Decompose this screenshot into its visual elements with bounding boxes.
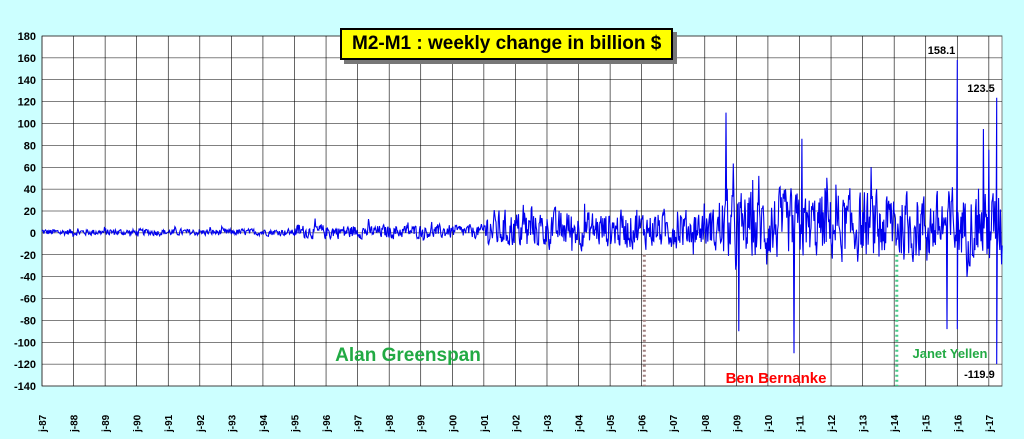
y-tick-label: -140	[14, 381, 36, 393]
chair-annotation: Janet Yellen	[913, 346, 988, 361]
y-tick-label: 40	[24, 184, 36, 196]
x-tick-label: j-95	[290, 414, 301, 433]
y-tick-label: -80	[20, 315, 36, 327]
y-tick-label: -100	[14, 337, 36, 349]
x-tick-label: j-15	[922, 414, 933, 433]
x-tick-label: j-02	[511, 414, 522, 433]
fed-chair-markers	[642, 254, 899, 386]
y-tick-label: 100	[18, 119, 36, 131]
x-tick-label: j-07	[669, 414, 680, 433]
x-tick-label: j-16	[953, 414, 964, 433]
x-tick-label: j-12	[827, 414, 838, 433]
x-tick-label: j-98	[385, 414, 396, 433]
y-tick-label: -60	[20, 294, 36, 306]
y-tick-label: 80	[24, 140, 36, 152]
x-tick-label: j-93	[227, 414, 238, 433]
y-tick-label: 20	[24, 206, 36, 218]
x-tick-label: j-00	[448, 414, 459, 433]
x-tick-label: j-10	[764, 414, 775, 433]
y-tick-label: 160	[18, 53, 36, 65]
y-tick-label: 60	[24, 162, 36, 174]
x-tick-label: j-14	[890, 414, 901, 433]
x-tick-label: j-92	[196, 414, 207, 433]
y-tick-label: -120	[14, 359, 36, 371]
x-tick-label: j-08	[701, 414, 712, 433]
chart-title: M2-M1 : weekly change in billion $	[340, 28, 674, 60]
y-tick-label: 120	[18, 97, 36, 109]
x-tick-label: j-91	[164, 414, 175, 433]
x-tick-label: j-97	[354, 414, 365, 433]
x-tick-label: j-88	[70, 414, 81, 433]
x-tick-label: j-11	[795, 415, 806, 433]
y-gridlines	[42, 35, 1002, 387]
series-line	[41, 59, 1003, 365]
y-tick-label: 140	[18, 75, 36, 87]
chair-annotation: Alan Greenspan	[335, 345, 481, 366]
x-tick-label: j-01	[480, 414, 491, 433]
data-labels: 158.1 123.5 -119.9	[928, 45, 995, 381]
x-tick-label: j-87	[38, 414, 49, 433]
y-tick-label: -20	[20, 250, 36, 262]
x-tick-label: j-96	[322, 414, 333, 433]
x-tick-label: j-13	[859, 414, 870, 433]
series-m2-m1	[41, 59, 1003, 365]
y-axis: 180 160 140 120 100 80 60 40 20 0 -20 -40 -60 -80 -100…	[14, 31, 36, 393]
x-tick-label: j-09	[732, 414, 743, 433]
x-tick-label: j-06	[638, 414, 649, 433]
x-tick-label: j-05	[606, 414, 617, 433]
x-gridlines	[41, 36, 990, 386]
y-tick-label: 0	[30, 228, 36, 240]
x-tick-label: j-94	[259, 414, 270, 433]
x-tick-label: j-04	[575, 414, 586, 433]
data-label: 123.5	[967, 83, 995, 95]
data-label: 158.1	[928, 45, 956, 57]
x-tick-label: j-99	[417, 414, 428, 433]
y-tick-label: 180	[18, 31, 36, 43]
y-tick-label: -40	[20, 272, 36, 284]
x-axis: j-87 j-88 j-89 j-90 j-91 j-92 j-93 j-94 j-95 j-96…	[38, 414, 996, 433]
x-tick-label: j-03	[543, 414, 554, 433]
x-tick-label: j-90	[133, 414, 144, 433]
x-tick-label: j-17	[985, 414, 996, 433]
chair-annotation: Ben Bernanke	[726, 370, 827, 387]
data-label: -119.9	[964, 369, 995, 381]
x-tick-label: j-89	[101, 414, 112, 433]
annotations: Alan Greenspan Ben Bernanke Janet Yellen	[335, 345, 987, 387]
